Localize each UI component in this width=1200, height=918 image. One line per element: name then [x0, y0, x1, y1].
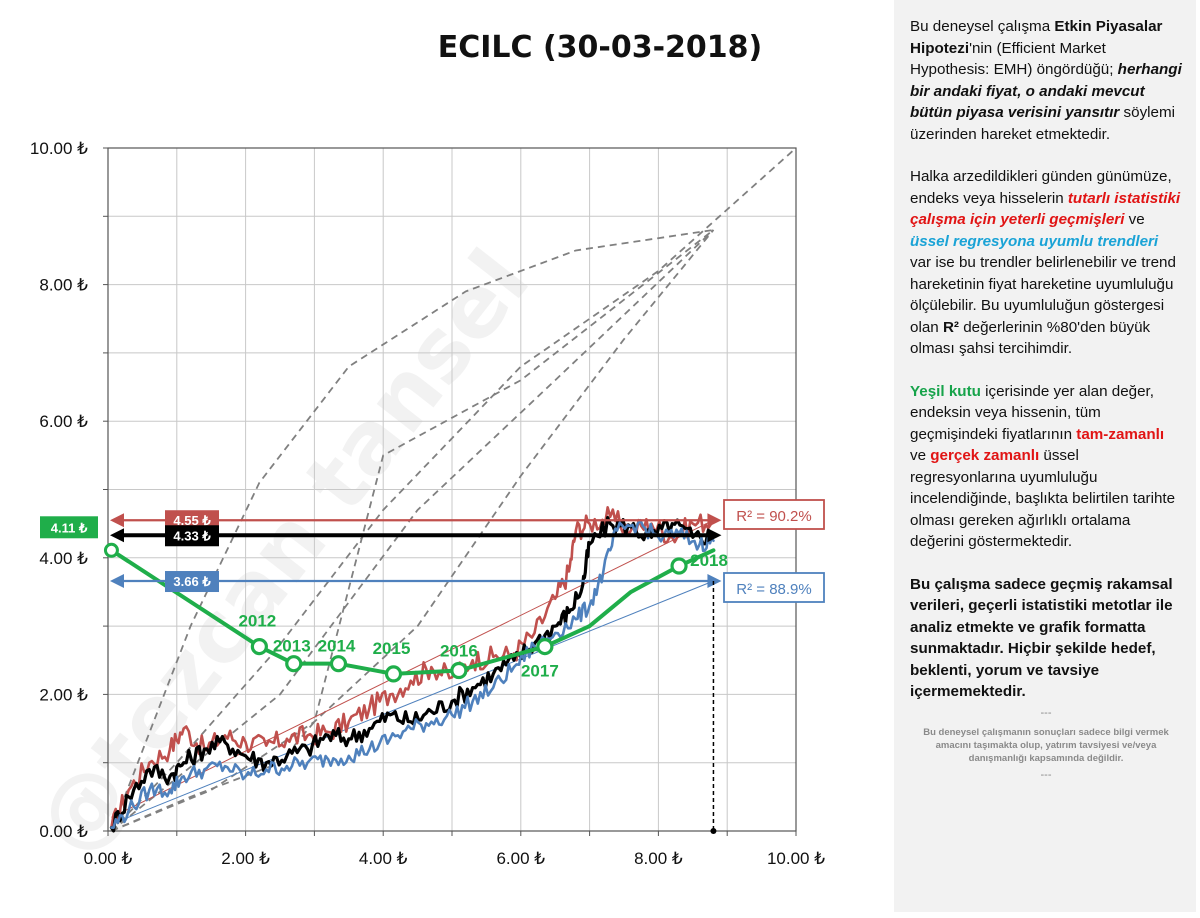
info-panel: Bu deneysel çalışma Etkin Piyasalar Hipo…	[894, 0, 1196, 912]
green-box-term: Yeşil kutu	[910, 382, 981, 400]
separator: ---	[1040, 706, 1052, 719]
panel-text: değerlerinin %80'den büyük olması şahsi …	[910, 318, 1151, 358]
arrow-right-icon	[707, 528, 722, 543]
full-time-term: tam-zamanlı	[1076, 425, 1165, 443]
x-tick-label: 8.00 ₺	[634, 849, 683, 868]
y-tick-label: 2.00 ₺	[39, 685, 88, 704]
end-marker-dot	[710, 828, 717, 834]
year-marker	[250, 637, 268, 656]
arrow-right-icon	[707, 574, 722, 589]
year-marker	[536, 637, 554, 656]
trend-requirement: üssel regresyona uyumlu trendleri	[910, 232, 1159, 250]
chart-area: @tezcan tansel 4.55 ₺4.33 ₺ 3.66 ₺ 4.11 ₺ R…	[18, 139, 825, 873]
panel-text: söylemi üzerinden hareket etmektedir.	[910, 104, 1176, 143]
y-tick-label: 4.00 ₺	[39, 549, 88, 568]
year-label: 2016	[440, 641, 478, 660]
dashed-guide-line	[110, 147, 797, 832]
dashed-guide-line	[111, 229, 715, 832]
x-tick-label: 10.00 ₺	[767, 849, 825, 868]
year-marker	[285, 655, 303, 673]
r2-box	[723, 572, 825, 603]
r2-label: R² = 90.2%	[736, 508, 811, 525]
current-value-label: 4.11 ₺	[51, 520, 88, 535]
arrow-left-icon	[110, 528, 124, 543]
chart-title: ECILC (30-03-2018)	[437, 30, 763, 65]
dashed-guide-line	[111, 229, 714, 832]
panel-text: ve	[910, 447, 931, 464]
year-label: 2018	[690, 551, 728, 570]
year-label: 2013	[273, 637, 311, 656]
x-tick-label: 0.00 ₺	[84, 849, 133, 868]
emh-statement: herhangi bir andaki fiyat, o andaki mevc…	[910, 61, 1182, 121]
watermark: @tezcan tansel	[18, 232, 549, 873]
y-tick-label: 6.00 ₺	[39, 412, 88, 431]
year-marker	[670, 557, 688, 575]
reference-value-box	[165, 525, 219, 547]
r2-term: R²	[942, 318, 959, 336]
x-tick-label: 6.00 ₺	[496, 849, 545, 868]
x-tick-label: 2.00 ₺	[221, 849, 270, 868]
x-tick-label: 4.00 ₺	[359, 849, 408, 868]
real-time-term: gerçek zamanlı	[930, 447, 1040, 464]
current-value-box	[40, 516, 98, 539]
dashed-guide-line	[110, 229, 714, 832]
year-marker	[450, 661, 468, 680]
year-label: 2017	[521, 662, 559, 681]
disclaimer-text: Bu deneysel çalışmanın sonuçları sadece …	[923, 726, 1169, 764]
y-tick-label: 0.00 ₺	[39, 822, 88, 841]
year-marker	[329, 655, 348, 673]
series-line-blue	[110, 518, 715, 830]
reference-value-label: 4.55 ₺	[173, 513, 211, 528]
reference-value-label: 3.66 ₺	[173, 574, 211, 589]
separator: ---	[1040, 768, 1052, 781]
panel-paragraph-green-box: Yeşil kutu içerisinde yer alan değer, en…	[910, 381, 1182, 553]
panel-text: Bu deneysel çalışma	[910, 18, 1055, 35]
reference-value-box	[165, 571, 219, 593]
year-label: 2012	[238, 612, 276, 631]
panel-paragraph-notice: Bu çalışma sadece geçmiş rakamsal verile…	[910, 575, 1173, 701]
reference-value-label: 4.33 ₺	[173, 528, 211, 543]
panel-text: üssel regresyonlarına uyumluluğu incelen…	[910, 447, 1176, 550]
arrow-right-icon	[707, 513, 722, 528]
panel-text: içerisinde yer alan değer, endeksin veya…	[910, 382, 1154, 443]
r2-label: R² = 88.9%	[736, 581, 811, 598]
current-value-marker	[103, 542, 119, 558]
series-line-black	[109, 516, 716, 833]
panel-text: var ise bu trendler belirlenebilir ve tr…	[910, 254, 1176, 336]
y-tick-label: 10.00 ₺	[30, 139, 88, 158]
panel-text: 'nin (Efficient Market Hypothesis: EMH) …	[910, 39, 1118, 79]
panel-paragraph-method: Halka arzedildikleri günden günümüze, en…	[910, 166, 1182, 360]
emh-term: Etkin Piyasalar Hipotezi	[910, 18, 1163, 57]
y-tick-label: 8.00 ₺	[39, 276, 88, 295]
trend-line-blue	[111, 580, 714, 825]
history-requirement: tutarlı istatistiki çalışma için yeterli…	[910, 189, 1181, 229]
panel-text: ve	[1124, 211, 1145, 228]
panel-paragraph-emh: Bu deneysel çalışma Etkin Piyasalar Hipo…	[910, 16, 1182, 145]
panel-text: Halka arzedildikleri günden günümüze, en…	[910, 168, 1172, 207]
trend-line-red	[111, 519, 714, 818]
year-label: 2015	[373, 639, 411, 658]
year-marker	[384, 665, 403, 683]
r2-box	[723, 499, 825, 530]
year-label: 2014	[318, 637, 356, 656]
arrow-left-icon	[110, 574, 124, 589]
arrow-left-icon	[110, 513, 124, 528]
